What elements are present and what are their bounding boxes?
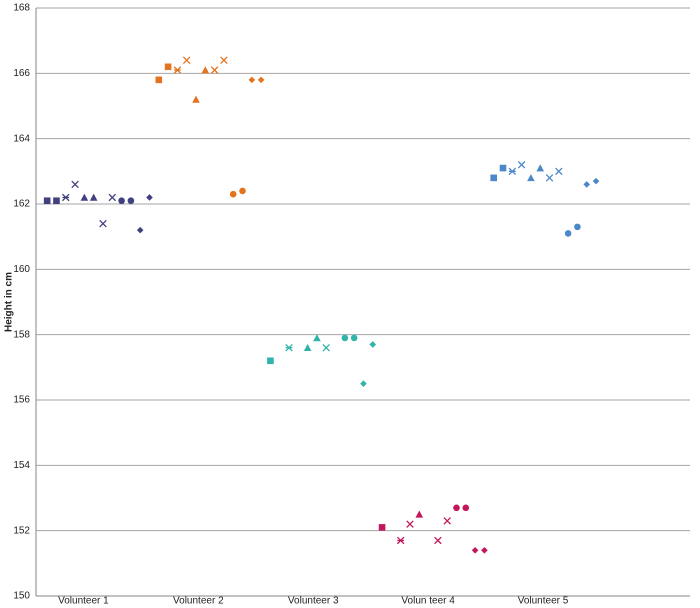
y-tick-label: 156 — [13, 395, 30, 406]
y-tick-label: 168 — [13, 3, 30, 14]
point — [322, 343, 331, 352]
x-tick-label: Volunteer 3 — [288, 596, 339, 607]
point — [453, 504, 460, 512]
point — [536, 164, 545, 172]
point — [182, 56, 191, 65]
point — [406, 520, 414, 528]
point — [127, 197, 135, 205]
point — [555, 167, 563, 176]
point — [118, 197, 125, 205]
y-tick-label: 162 — [13, 199, 30, 210]
x-tick-label: Volunteer 5 — [518, 596, 569, 607]
point — [257, 76, 265, 84]
point — [396, 536, 405, 545]
x-tick-label: Volun teer 4 — [401, 596, 455, 607]
point — [350, 334, 358, 342]
point — [527, 174, 535, 182]
point — [155, 76, 163, 84]
point — [192, 95, 200, 103]
point — [220, 56, 228, 65]
x-tick-label: Volunteer 2 — [173, 596, 224, 607]
point — [490, 174, 498, 182]
point — [481, 546, 488, 554]
point — [508, 167, 517, 176]
point — [146, 194, 153, 201]
point — [248, 76, 256, 84]
y-tick-label: 158 — [13, 329, 30, 340]
point — [369, 341, 377, 348]
y-tick-label: 150 — [13, 591, 30, 602]
point — [89, 193, 98, 201]
point — [574, 223, 581, 231]
y-tick-label: 164 — [13, 133, 30, 144]
point — [173, 66, 182, 74]
point — [164, 63, 172, 71]
point — [583, 181, 591, 188]
point — [443, 517, 451, 525]
point — [43, 197, 51, 205]
point — [108, 193, 117, 202]
point — [239, 187, 246, 195]
x-tick-label: Volunteer 1 — [58, 596, 109, 607]
point — [201, 66, 210, 74]
y-tick-label: 154 — [13, 460, 30, 471]
point — [313, 334, 321, 342]
y-tick-label: 152 — [13, 525, 30, 536]
point — [210, 66, 219, 74]
y-axis-label: Height in cm — [4, 272, 15, 332]
point — [592, 177, 600, 185]
point — [71, 180, 79, 189]
point — [378, 524, 386, 531]
point — [471, 546, 479, 554]
point — [545, 174, 554, 182]
point — [267, 357, 274, 365]
point — [136, 226, 144, 234]
point — [415, 510, 424, 518]
point — [517, 161, 526, 169]
point — [499, 164, 507, 172]
point — [462, 504, 470, 512]
point — [53, 197, 60, 205]
point — [564, 230, 572, 237]
point — [229, 190, 237, 198]
point — [62, 193, 70, 202]
point — [360, 380, 367, 387]
point — [99, 219, 107, 228]
point — [434, 536, 442, 545]
point — [303, 343, 312, 352]
point — [341, 334, 349, 342]
point — [80, 193, 89, 201]
y-tick-label: 160 — [13, 264, 30, 275]
y-tick-label: 166 — [13, 68, 30, 79]
point — [285, 343, 293, 352]
